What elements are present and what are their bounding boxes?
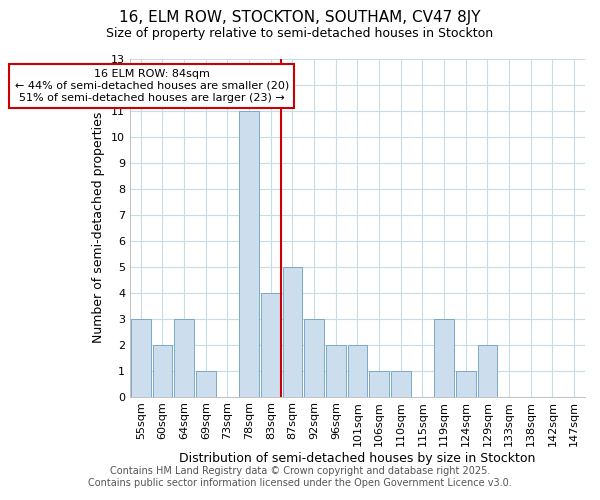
Bar: [304, 318, 324, 396]
Bar: [196, 370, 215, 396]
Bar: [239, 111, 259, 397]
Bar: [478, 344, 497, 397]
Text: Contains HM Land Registry data © Crown copyright and database right 2025.
Contai: Contains HM Land Registry data © Crown c…: [88, 466, 512, 487]
Bar: [326, 344, 346, 397]
Bar: [348, 344, 367, 397]
Bar: [370, 370, 389, 396]
Text: 16 ELM ROW: 84sqm
← 44% of semi-detached houses are smaller (20)
51% of semi-det: 16 ELM ROW: 84sqm ← 44% of semi-detached…: [14, 70, 289, 102]
Bar: [434, 318, 454, 396]
Bar: [456, 370, 476, 396]
Text: 16, ELM ROW, STOCKTON, SOUTHAM, CV47 8JY: 16, ELM ROW, STOCKTON, SOUTHAM, CV47 8JY: [119, 10, 481, 25]
Bar: [283, 266, 302, 396]
Text: Size of property relative to semi-detached houses in Stockton: Size of property relative to semi-detach…: [106, 28, 494, 40]
Bar: [261, 292, 281, 397]
Bar: [131, 318, 151, 396]
X-axis label: Distribution of semi-detached houses by size in Stockton: Distribution of semi-detached houses by …: [179, 452, 536, 465]
Bar: [153, 344, 172, 397]
Bar: [391, 370, 410, 396]
Bar: [175, 318, 194, 396]
Y-axis label: Number of semi-detached properties: Number of semi-detached properties: [92, 112, 106, 344]
